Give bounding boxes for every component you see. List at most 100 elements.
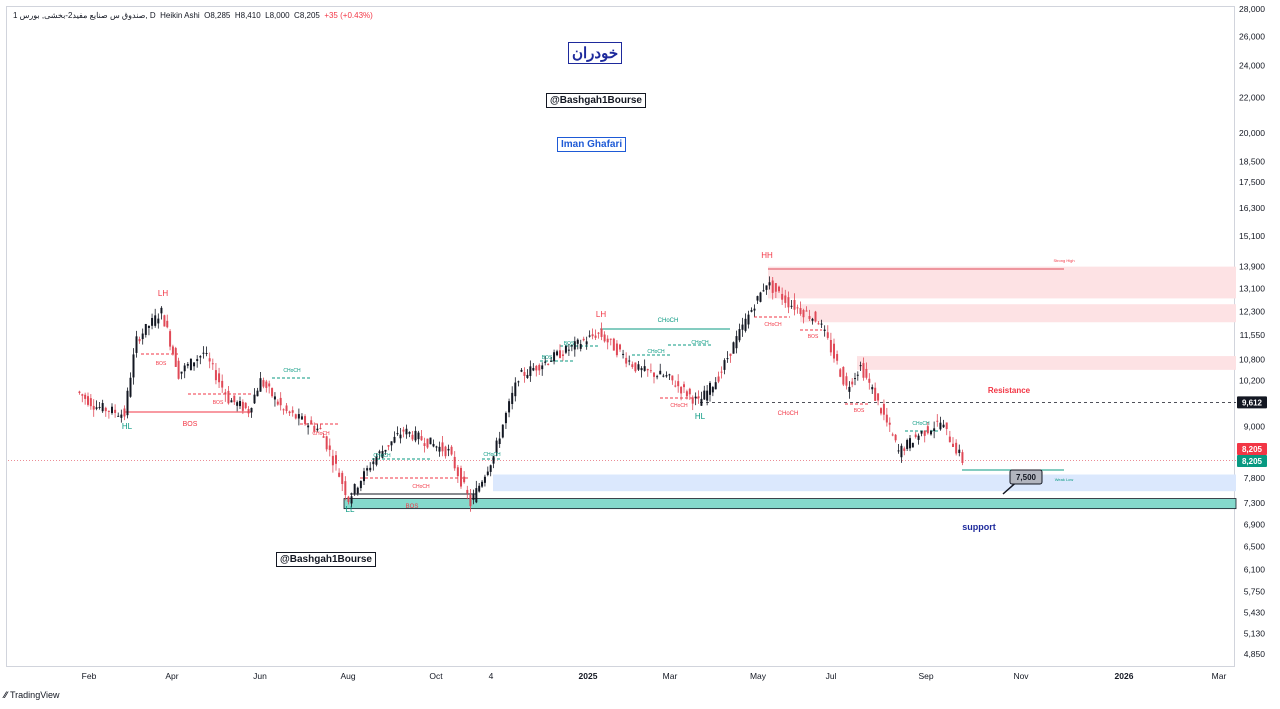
handle-watermark-bottom: @Bashgah1Bourse [276, 552, 376, 567]
resistance-3 [857, 356, 1236, 370]
choch-label: CHoCH [670, 403, 688, 409]
candle-body [350, 496, 353, 504]
candle-body [880, 408, 882, 414]
candle-body [836, 354, 839, 361]
candle-body [862, 363, 865, 378]
candle-body [239, 401, 241, 407]
level-price-tag-bg [1237, 396, 1267, 409]
candle-body [214, 370, 217, 381]
candle-body [483, 476, 486, 483]
hh-label: HH [761, 251, 773, 260]
candle-body [894, 434, 897, 441]
candle-body [842, 366, 845, 385]
candle-body [520, 369, 523, 372]
candle-body [469, 494, 472, 507]
y-tick-label: 13,900 [1239, 262, 1265, 272]
ll-label: LL [346, 505, 355, 514]
candle-body [224, 392, 227, 395]
candle-body [900, 445, 903, 458]
candle-body [649, 370, 652, 372]
bos-label: BOS [406, 504, 419, 510]
candle-body [582, 338, 585, 341]
candle-body [369, 467, 372, 471]
candle-body [196, 359, 199, 361]
candle-body [744, 318, 747, 331]
title-watermark: خودران [568, 42, 623, 64]
candle-body [472, 494, 475, 500]
candle-body [865, 368, 868, 378]
candle-body [535, 365, 538, 371]
x-tick-label: Feb [82, 671, 97, 681]
candle-body [643, 366, 646, 371]
candle-body [720, 371, 723, 373]
tradingview-logo[interactable]: ⁄⁄ TradingView [4, 690, 60, 700]
candle-body [606, 338, 609, 343]
choch-label: CHoCH [373, 453, 391, 459]
x-tick-label: Sep [918, 671, 933, 681]
candle-body [98, 406, 101, 408]
candle-body [390, 441, 393, 446]
candle-body [588, 335, 591, 337]
x-tick-label: Oct [429, 671, 443, 681]
candle-body [517, 381, 520, 383]
candle-body [244, 402, 247, 409]
candle-body [952, 443, 954, 448]
candle-body [961, 452, 964, 463]
low-label: L [265, 11, 270, 20]
candle-body [174, 348, 177, 367]
y-tick-label: 5,750 [1244, 586, 1266, 596]
candle-body [426, 438, 429, 448]
candle-body [429, 437, 432, 445]
candle-body [189, 358, 192, 371]
candle-body [532, 368, 535, 371]
candle-body [874, 387, 877, 401]
candle-body [104, 407, 107, 412]
choch-label: CHoCH [764, 322, 782, 328]
candle-body [706, 390, 709, 401]
y-tick-label: 17,500 [1239, 177, 1265, 187]
candle-body [526, 374, 529, 378]
candle-body [917, 435, 920, 440]
candle-body [688, 388, 691, 395]
current-price-tag-bg [1237, 443, 1267, 455]
candle-body [444, 446, 447, 457]
bos-label: BOS [183, 421, 198, 428]
candle-body [808, 316, 811, 319]
candle-body [141, 333, 144, 340]
candle-body [447, 448, 450, 451]
candle-body [126, 390, 129, 416]
support-zone [343, 498, 1237, 510]
candle-body [84, 394, 87, 399]
candle-body [151, 317, 154, 326]
candle-body [107, 410, 110, 412]
candle-body [154, 315, 157, 326]
candle-body [628, 360, 631, 362]
candle-body [353, 484, 356, 494]
candle-body [475, 488, 478, 503]
y-tick-label: 4,850 [1244, 649, 1266, 659]
candle-body [759, 292, 762, 302]
candle-body [101, 403, 104, 412]
candle-body [432, 443, 435, 447]
candle-body [230, 400, 233, 403]
symbol-name[interactable]: 1 صندوق س صنایع مفید2-بخشی, بورس, D [13, 11, 156, 20]
candle-body [694, 396, 697, 399]
candle-body [735, 336, 738, 349]
candle-body [276, 401, 279, 405]
x-tick-label: Jun [253, 671, 267, 681]
candle-body [768, 282, 771, 286]
candle-body [909, 438, 911, 449]
candle-body [511, 392, 514, 405]
candle-body [247, 409, 250, 414]
candle-body [450, 446, 453, 455]
candle-body [138, 338, 141, 342]
candle-body [259, 378, 262, 392]
target-callout-label: 7,500 [1016, 473, 1037, 482]
low-value: 8,000 [269, 11, 290, 20]
candle-body [939, 422, 942, 430]
candle-body [665, 375, 668, 377]
y-tick-label: 28,000 [1239, 4, 1265, 14]
candle-body [501, 424, 504, 438]
candle-body [359, 481, 362, 489]
